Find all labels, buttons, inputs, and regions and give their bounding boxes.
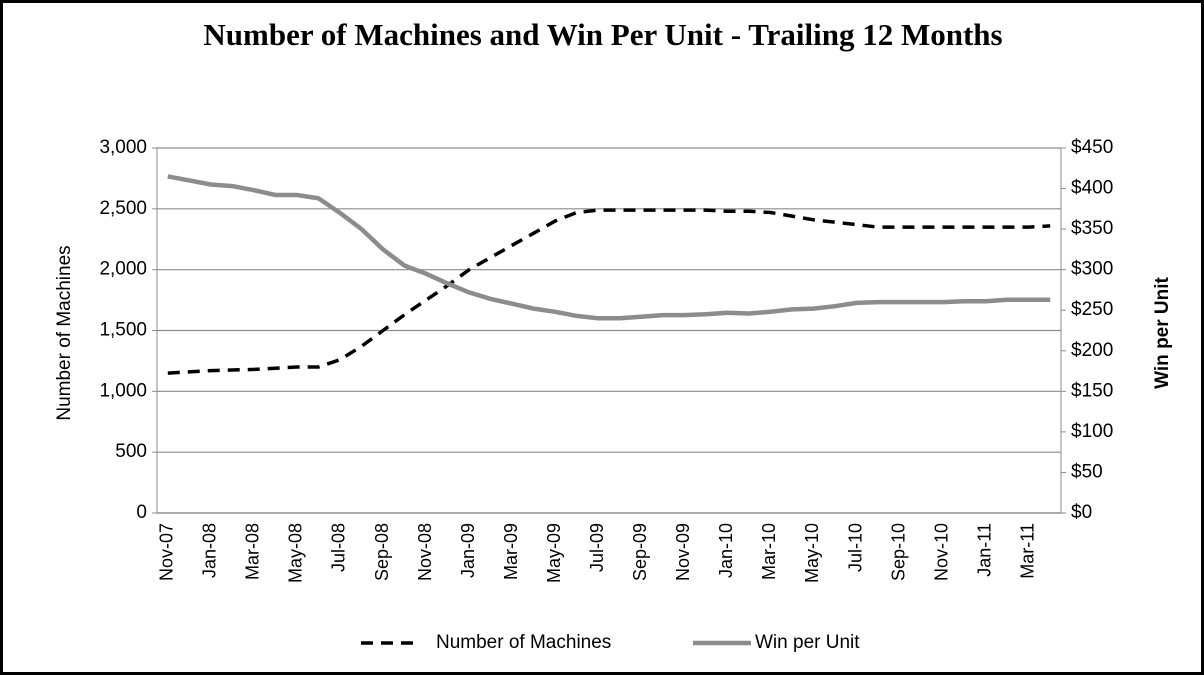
y-tick-label: 500 <box>115 441 147 462</box>
x-tick-label: Nov-08 <box>415 523 435 581</box>
y2-tick-label: $0 <box>1071 502 1092 523</box>
y-tick-label: 0 <box>136 502 147 523</box>
series-line <box>167 174 1051 321</box>
x-tick-label: Nov-07 <box>157 523 177 581</box>
x-tick-label: Jan-08 <box>200 523 220 578</box>
y-tick-label: 2,000 <box>99 259 147 280</box>
x-tick-label: Nov-09 <box>673 523 693 581</box>
x-tick-label: Jul-09 <box>587 523 607 572</box>
y2-tick-label: $150 <box>1071 380 1113 401</box>
x-tick-label: Sep-09 <box>630 523 650 581</box>
x-tick-label: Mar-11 <box>1017 523 1037 579</box>
x-tick-label: Sep-10 <box>888 523 908 581</box>
y-tick-label: 3,000 <box>99 137 147 158</box>
x-tick-label: Jan-10 <box>716 523 736 578</box>
x-tick-label: Jul-08 <box>329 523 349 572</box>
x-tick-label: Nov-10 <box>931 523 951 581</box>
y-tick-label: 2,500 <box>99 198 147 219</box>
y2-tick-label: $400 <box>1071 178 1113 199</box>
x-tick-label: May-10 <box>802 523 822 583</box>
y-tick-label: 1,500 <box>99 320 147 341</box>
x-tick-label: Mar-10 <box>759 523 779 580</box>
y2-tick-label: $300 <box>1071 259 1113 280</box>
x-tick-label: Jan-11 <box>974 523 994 577</box>
y2-tick-label: $200 <box>1071 340 1113 361</box>
chart: Number of Machines Win per Unit 0 500 1,00… <box>54 137 1173 653</box>
x-tick-label: Sep-08 <box>372 523 392 581</box>
x-tick-label: Jan-09 <box>458 523 478 578</box>
y-tick-label: 1,000 <box>99 380 147 401</box>
x-tick-label: Mar-08 <box>243 523 263 580</box>
series-line <box>167 208 1051 375</box>
legend-label: Win per Unit <box>755 632 860 653</box>
x-tick-label: Mar-09 <box>501 523 521 580</box>
y2-tick-label: $50 <box>1071 461 1103 482</box>
x-tick-label: Jul-10 <box>845 523 865 572</box>
y2-tick-label: $450 <box>1071 137 1113 158</box>
y2-tick-label: $250 <box>1071 299 1113 320</box>
x-tick-label: May-08 <box>286 523 306 583</box>
chart-title: Number of Machines and Win Per Unit - Tr… <box>203 17 1003 52</box>
y2-axis-label: Win per Unit <box>1152 276 1173 388</box>
legend-label: Number of Machines <box>436 632 611 653</box>
y2-tick-label: $350 <box>1071 218 1113 239</box>
y-axis-label: Number of Machines <box>54 245 75 420</box>
y2-tick-label: $100 <box>1071 421 1113 442</box>
x-tick-label: May-09 <box>544 523 564 583</box>
